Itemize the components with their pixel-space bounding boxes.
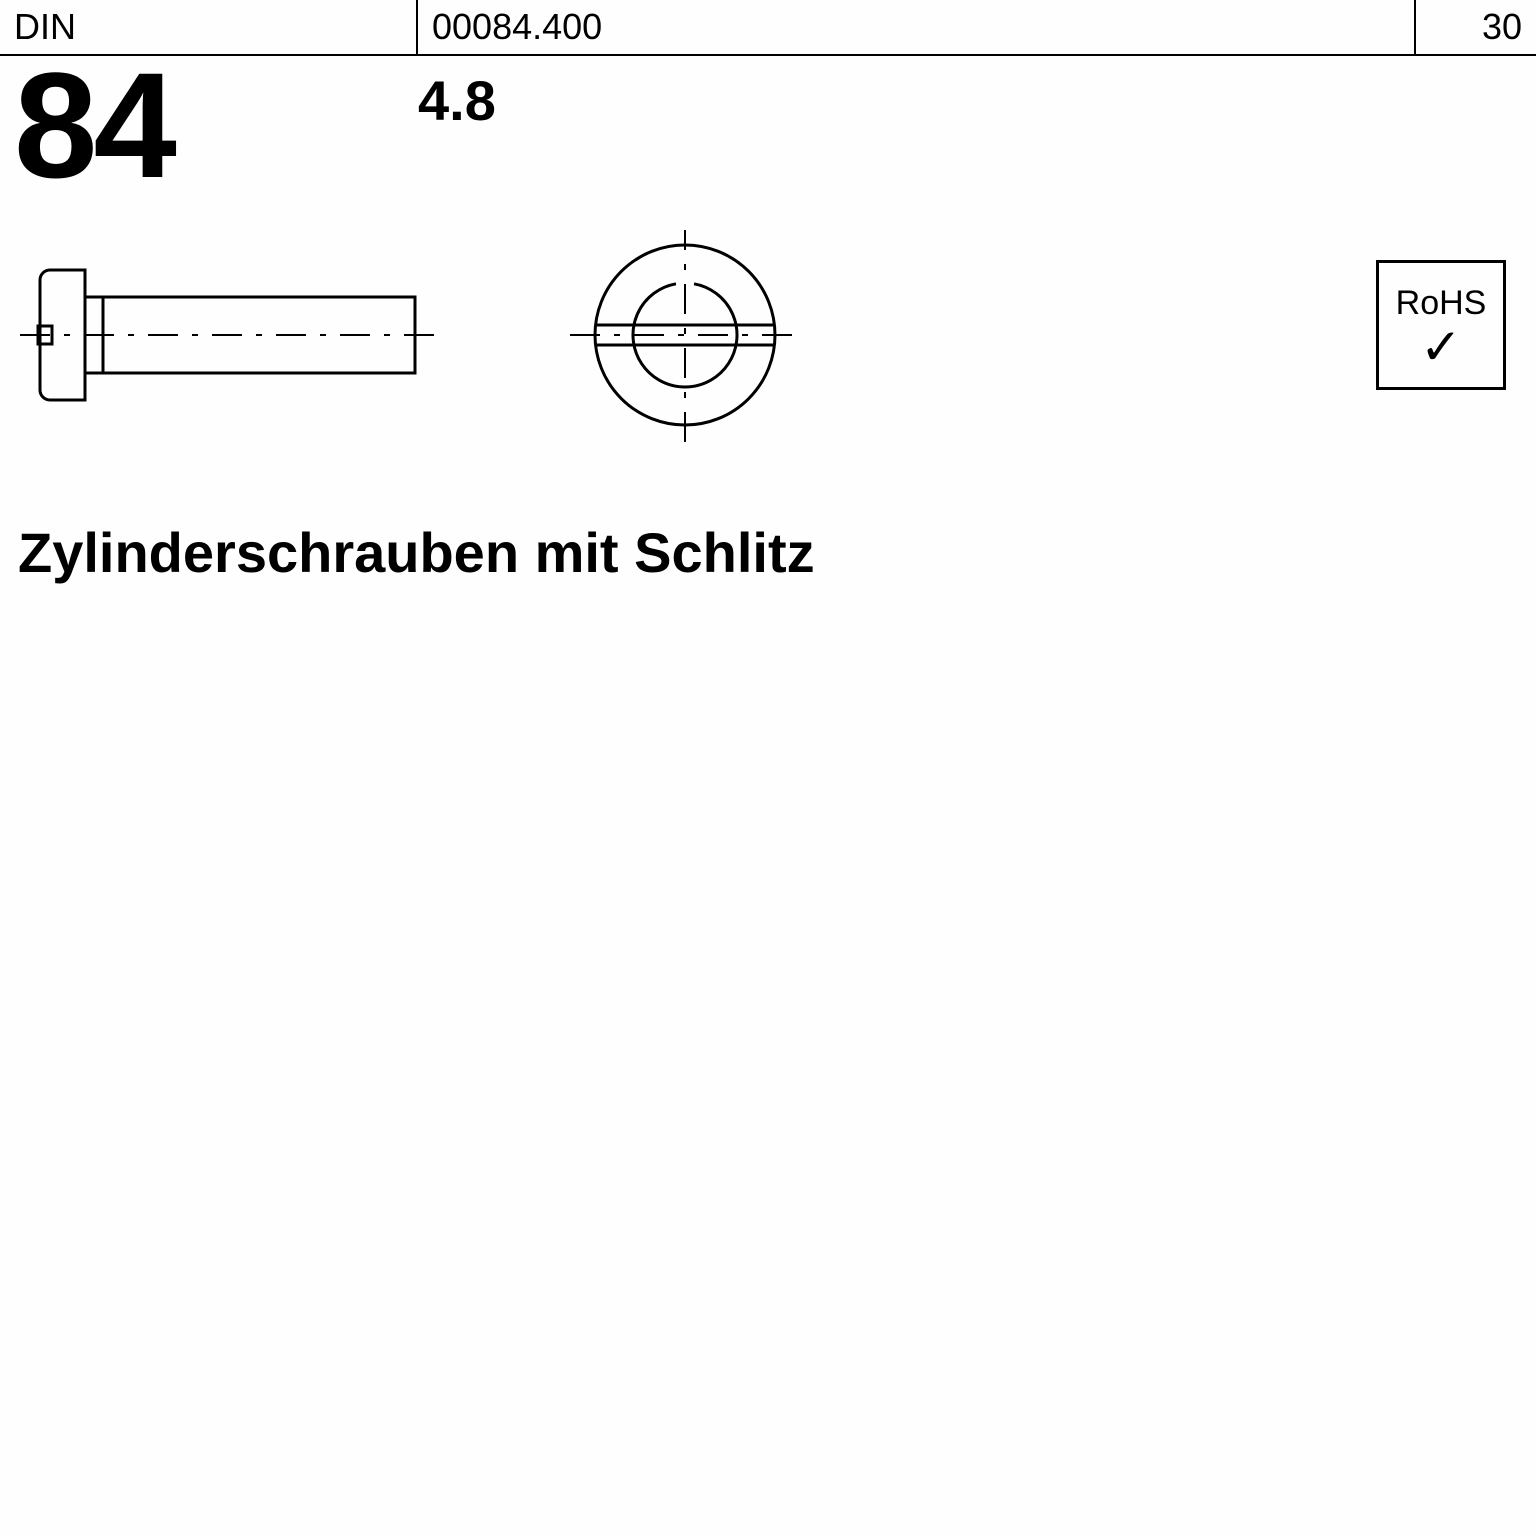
page-title: Zylinderschrauben mit Schlitz <box>0 490 1536 585</box>
spec-row: 84 4.8 <box>0 50 1536 200</box>
check-icon: ✓ <box>1420 327 1462 367</box>
header-code: 00084.400 <box>418 0 1416 54</box>
header-page: 30 <box>1416 0 1536 54</box>
diagram-row: RoHS ✓ <box>0 230 1536 490</box>
grade: 4.8 <box>418 68 496 133</box>
standard-number: 84 <box>14 50 418 200</box>
header-row: DIN 00084.400 30 <box>0 0 1536 56</box>
rohs-badge: RoHS ✓ <box>1376 260 1506 390</box>
rohs-label: RoHS <box>1396 284 1487 323</box>
screw-diagram <box>0 230 1200 470</box>
